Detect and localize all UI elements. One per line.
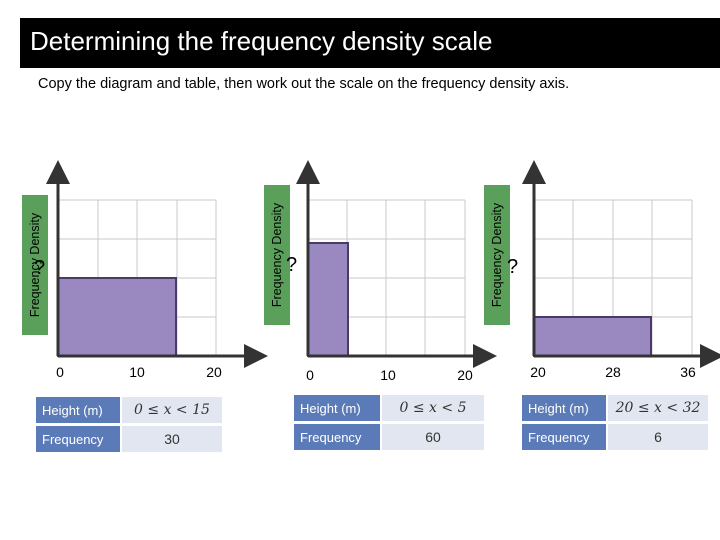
- x-tick-label: 20: [206, 364, 222, 380]
- unknown-scale-chart-2: ?: [286, 254, 298, 276]
- bar-chart-1: [57, 277, 177, 357]
- frequency-value-2: 60: [382, 424, 484, 450]
- instructions: Copy the diagram and table, then work ou…: [38, 76, 570, 92]
- y-axis-label-chart-3: Frequency Density: [484, 185, 510, 325]
- y-axis-label-chart-1: Frequency Density: [22, 195, 48, 335]
- height-value-3: 20 ≤ x < 32: [608, 395, 708, 421]
- x-tick-label: 10: [129, 364, 145, 380]
- y-axis-label-chart-2: Frequency Density: [264, 185, 290, 325]
- frequency-header-2: Frequency: [294, 424, 380, 450]
- x-tick-label: 28: [605, 364, 621, 380]
- page-title: Determining the frequency density scale: [30, 26, 493, 56]
- x-tick-label: 20: [530, 364, 546, 380]
- x-tick-label: 10: [380, 367, 396, 383]
- x-tick-label: 36: [680, 364, 696, 380]
- frequency-value-3: 6: [608, 424, 708, 450]
- height-header-2: Height (m): [294, 395, 380, 421]
- x-tick-label: 0: [56, 364, 64, 380]
- bar-chart-2: [307, 242, 349, 357]
- unknown-scale-chart-1: ?: [34, 257, 46, 279]
- height-header-3: Height (m): [522, 395, 606, 421]
- frequency-header-1: Frequency: [36, 426, 120, 452]
- unknown-scale-chart-3: ?: [507, 256, 519, 278]
- title-bar: Determining the frequency density scale: [20, 18, 720, 68]
- grid-chart-2: [308, 199, 466, 356]
- height-value-2: 0 ≤ x < 5: [382, 395, 484, 421]
- height-value-1: 0 ≤ x < 15: [122, 397, 222, 423]
- frequency-value-1: 30: [122, 426, 222, 452]
- bar-chart-3: [533, 316, 652, 357]
- frequency-header-3: Frequency: [522, 424, 606, 450]
- x-tick-label: 0: [306, 367, 314, 383]
- x-tick-label: 20: [457, 367, 473, 383]
- height-header-1: Height (m): [36, 397, 120, 423]
